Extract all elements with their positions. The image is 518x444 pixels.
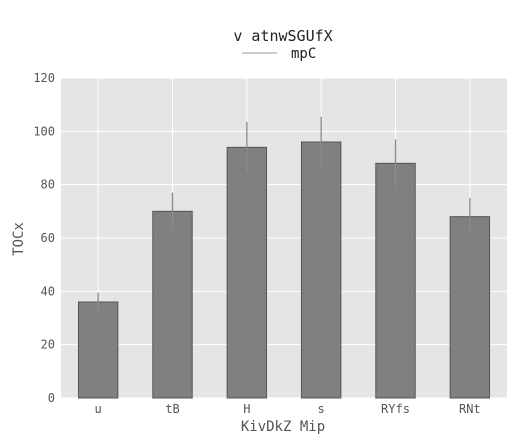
- legend-label: mpC: [291, 46, 316, 62]
- y-tick-label: 0: [48, 391, 55, 405]
- y-tick-label: 20: [41, 338, 55, 352]
- y-tick-label: 60: [41, 231, 55, 245]
- bars: [77, 141, 491, 399]
- y-axis-label: TOCx: [11, 222, 27, 256]
- bar: [449, 216, 491, 399]
- bar: [300, 141, 342, 399]
- x-tick-label: tB: [165, 402, 179, 416]
- y-tick-label: 40: [41, 284, 55, 298]
- x-tick-label: u: [95, 402, 102, 416]
- x-tick-label: s: [318, 402, 325, 416]
- bar: [375, 162, 416, 399]
- bar: [226, 146, 268, 399]
- bar: [77, 301, 119, 399]
- y-tick-label: 100: [33, 124, 55, 138]
- y-tick-label: 80: [41, 178, 55, 192]
- y-tick-label: 120: [33, 71, 55, 85]
- x-axis-label: KivDkZ Mip: [241, 419, 325, 435]
- error-bars: [97, 116, 471, 312]
- x-tick-label: RYfs: [381, 402, 410, 416]
- bar: [152, 210, 193, 399]
- chart-title: v atnwSGUfX: [233, 27, 332, 45]
- x-tick-label: H: [243, 402, 250, 416]
- x-tick-label: RNt: [459, 402, 481, 416]
- y-tick-labels: 0 20 40 60 80 100 120: [33, 71, 55, 405]
